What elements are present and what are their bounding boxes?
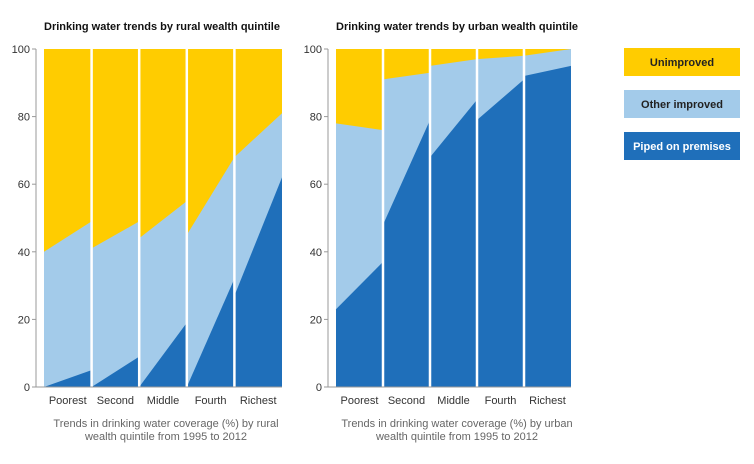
rural-piped-on-premises-poorest (44, 370, 92, 387)
urban-chart-title: Drinking water trends by urban wealth qu… (336, 21, 578, 33)
rural-y-tick-label: 60 (18, 179, 30, 191)
urban-y-tick-label: 40 (310, 247, 322, 259)
rural-x-axis: Poorest Second Middle Fourth Richest (36, 386, 282, 407)
rural-category-middle: Middle (147, 395, 179, 407)
urban-x-axis: Poorest Second Middle Fourth Richest (328, 386, 571, 407)
legend-label-unimproved: Unimproved (650, 57, 714, 69)
rural-other-improved-poorest (44, 221, 92, 387)
rural-other-improved-second (91, 221, 140, 387)
urban-y-tick-label: 100 (304, 44, 322, 56)
legend-swatch-piped-on-premises (624, 132, 740, 160)
legend-label-piped-on-premises: Piped on premises (633, 141, 731, 153)
rural-chart-title: Drinking water trends by rural wealth qu… (44, 21, 280, 33)
rural-y-tick-label: 80 (18, 112, 30, 124)
legend-label-other-improved: Other improved (641, 99, 723, 111)
rural-caption-line-2: wealth quintile from 1995 to 2012 (84, 431, 247, 443)
rural-chart: Drinking water trends by rural wealth qu… (12, 21, 282, 443)
rural-y-tick-label: 40 (18, 247, 30, 259)
rural-piped-on-premises-middle (139, 322, 187, 387)
rural-category-richest: Richest (240, 395, 277, 407)
legend-swatch-other-improved (624, 90, 740, 118)
rural-category-second: Second (97, 395, 134, 407)
legend-swatch-unimproved (624, 48, 740, 76)
urban-piped-on-premises-poorest (336, 261, 383, 387)
rural-category-poorest: Poorest (49, 395, 87, 407)
urban-category-poorest: Poorest (341, 395, 379, 407)
urban-chart: Drinking water trends by urban wealth qu… (304, 21, 578, 443)
urban-category-fourth: Fourth (485, 395, 517, 407)
urban-caption-line-2: wealth quintile from 1995 to 2012 (375, 431, 538, 443)
urban-y-tick-label: 20 (310, 314, 322, 326)
urban-caption-line-1: Trends in drinking water coverage (%) by… (341, 418, 572, 430)
urban-category-middle: Middle (437, 395, 469, 407)
urban-piped-on-premises-fourth (477, 79, 524, 388)
urban-plot-area (336, 49, 571, 388)
rural-piped-on-premises-fourth (186, 278, 235, 387)
rural-y-tick-label: 100 (12, 44, 30, 56)
rural-y-tick-label: 20 (18, 314, 30, 326)
rural-caption-line-1: Trends in drinking water coverage (%) by… (53, 418, 278, 430)
rural-category-fourth: Fourth (195, 395, 227, 407)
rural-y-axis: 0 20 40 60 80 100 (12, 44, 37, 394)
urban-y-tick-label: 0 (316, 382, 322, 394)
urban-y-tick-label: 80 (310, 112, 322, 124)
urban-piped-on-premises-middle (430, 99, 477, 387)
urban-category-richest: Richest (529, 395, 566, 407)
urban-category-second: Second (388, 395, 425, 407)
rural-piped-on-premises-second (91, 356, 140, 387)
urban-piped-on-premises-richest (524, 65, 571, 388)
urban-y-axis: 0 20 40 60 80 100 (304, 44, 329, 394)
legend: Unimproved Other improved Piped on premi… (624, 48, 740, 160)
rural-plot-area (44, 49, 282, 387)
rural-y-tick-label: 0 (24, 382, 30, 394)
urban-y-tick-label: 60 (310, 179, 322, 191)
rural-piped-on-premises-richest (234, 177, 282, 387)
urban-piped-on-premises-second (383, 120, 430, 387)
